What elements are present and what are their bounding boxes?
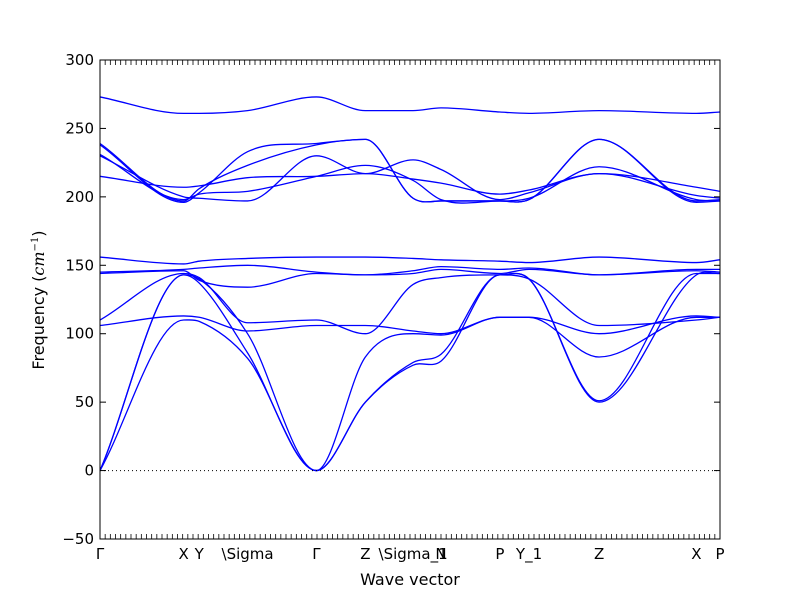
y-axis-label-unit: cm [29,251,48,275]
y-tick-label: 300 [65,51,94,69]
plot-frame [99,59,721,540]
y-axis-label-suffix: ) [29,230,48,236]
x-tick-label: Z [360,545,370,563]
y-tick-label: 200 [65,188,94,206]
x-tick-label: Y_1 [515,545,542,564]
x-tick-label: \Sigma_1 [379,545,448,564]
y-tick-label: 150 [65,256,94,274]
y-axis-label-prefix: Frequency ( [29,276,48,370]
x-tick-label: Γ [96,545,105,563]
band-line-10 [99,155,721,202]
x-axis-label: Wave vector [360,570,460,589]
y-tick-label: −50 [62,530,94,548]
x-tick-label: Z [594,545,604,563]
series-layer [99,96,721,472]
x-tick-label: P [715,545,724,563]
band-line-4 [99,315,721,335]
x-tick-label: X [179,545,189,563]
x-tick-layer: Γ X Y \Sigma Γ Z \Sigma_1N P Y_1 Z X P [96,60,725,564]
y-axis-label-exponent: −1 [30,237,41,252]
y-tick-label: 250 [65,119,94,137]
y-tick-label: 0 [84,462,94,480]
band-line-2 [99,272,720,472]
y-tick-layer: −50 0 50 100 150 200 250 300 [62,51,720,548]
band-line-8 [99,256,721,265]
y-tick-label: 50 [75,393,94,411]
x-tick-label: Γ [312,545,321,563]
band-line-7 [99,264,720,276]
x-tick-label: \Sigma [222,545,274,563]
band-line-1 [99,271,721,472]
x-tick-label: N [435,545,446,563]
band-line-5 [99,272,721,335]
y-tick-label: 100 [65,325,94,343]
x-tick-label: Y [194,545,205,563]
x-tick-label: X [691,545,701,563]
y-axis-label: Frequency (cm−1) [29,230,48,369]
x-tick-label: P [495,545,504,563]
band-line-14 [99,96,721,115]
band-line-11 [99,153,721,204]
band-line-3 [99,316,720,472]
band-line-13 [99,138,721,203]
